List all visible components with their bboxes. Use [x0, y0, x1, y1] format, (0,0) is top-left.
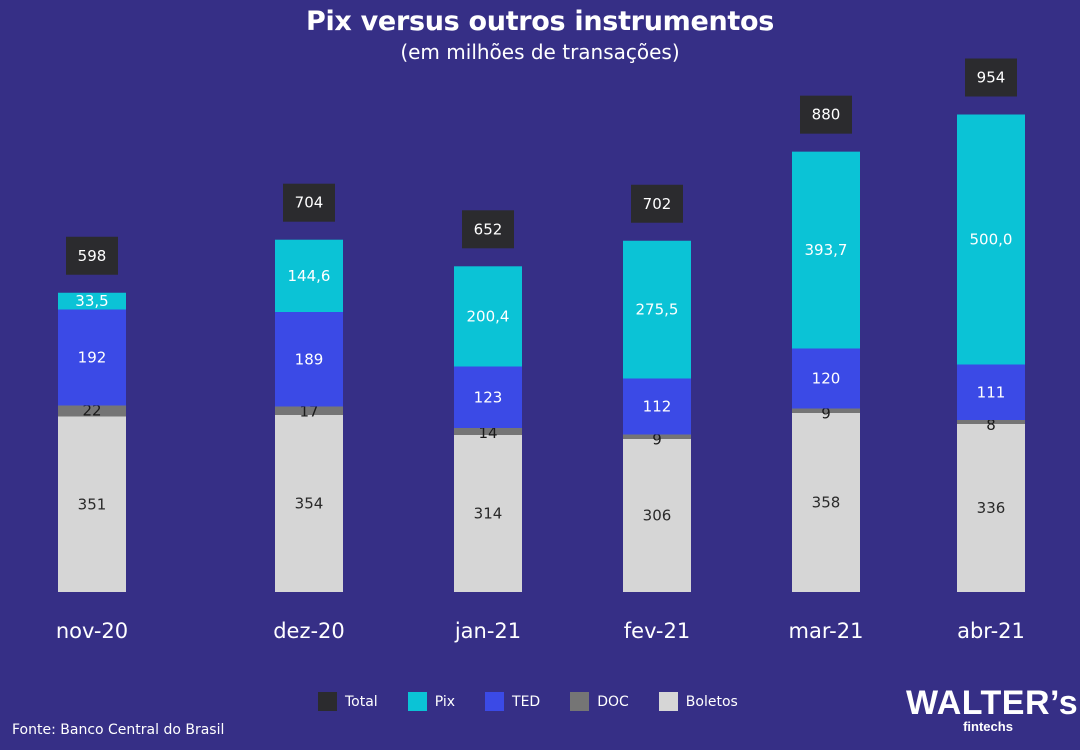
- total-box: [66, 236, 118, 275]
- total-box: [800, 95, 852, 134]
- legend-item-pix: Pix: [407, 692, 456, 711]
- category-label: nov-20: [56, 619, 128, 643]
- logo-wordmark: WALTER’s: [906, 684, 1079, 722]
- data-label-ted: 111: [977, 383, 1006, 401]
- data-label-boletos: 314: [474, 505, 503, 523]
- data-label-boletos: 306: [643, 507, 672, 525]
- data-label-boletos: 351: [78, 495, 107, 513]
- total-box: [965, 58, 1017, 97]
- legend-label-pix: Pix: [434, 693, 456, 710]
- category-label: jan-21: [454, 619, 521, 643]
- bar-segment-pix: [454, 266, 522, 367]
- data-label-boletos: 354: [295, 495, 324, 513]
- bar-segment-doc: [623, 434, 691, 439]
- category-label: mar-21: [789, 619, 864, 643]
- data-label-doc: 9: [821, 405, 831, 423]
- bar-segment-doc: [454, 428, 522, 435]
- legend-swatch-boletos: [658, 692, 678, 711]
- total-box: [631, 184, 683, 223]
- total-label: 702: [643, 195, 672, 213]
- bar-segment-ted: [58, 309, 126, 406]
- legend-item-boletos: Boletos: [658, 692, 738, 711]
- legend-item-ted: TED: [485, 692, 540, 711]
- bar-segment-ted: [957, 364, 1025, 420]
- stacked-bar-chart: 351 22 192 33,5 598 nov-20 354 17 189 144,6 704 dez…: [56, 58, 1025, 643]
- total-label: 704: [295, 194, 324, 212]
- brand-logo: WALTER’s fintechs: [906, 684, 1079, 734]
- data-label-ted: 123: [474, 388, 503, 406]
- bar-segment-ted: [623, 378, 691, 435]
- legend-label-ted: TED: [512, 693, 541, 710]
- legend-label-boletos: Boletos: [685, 693, 738, 710]
- data-label-pix: 144,6: [288, 267, 331, 285]
- bar-segment-boletos: [623, 439, 691, 592]
- data-label-ted: 112: [643, 398, 672, 416]
- bar-segment-doc: [957, 420, 1025, 424]
- data-label-doc: 17: [299, 403, 318, 421]
- source-note: Fonte: Banco Central do Brasil: [12, 722, 225, 738]
- total-box: [462, 210, 514, 249]
- data-label-doc: 22: [82, 402, 101, 420]
- bar-segment-boletos: [275, 415, 343, 592]
- legend-swatch-ted: [485, 692, 505, 711]
- bar-segment-ted: [275, 312, 343, 407]
- bar-segment-pix: [623, 240, 691, 379]
- total-label: 598: [78, 247, 107, 265]
- data-label-doc: 14: [478, 424, 497, 442]
- data-label-boletos: 358: [812, 494, 841, 512]
- data-label-ted: 192: [78, 349, 107, 367]
- bar-segment-pix: [792, 151, 860, 349]
- legend-item-doc: DOC: [570, 692, 629, 711]
- bar-segment-ted: [792, 348, 860, 409]
- data-label-pix: 275,5: [636, 301, 679, 319]
- bar-segment-pix: [58, 292, 126, 310]
- category-label: dez-20: [273, 619, 345, 643]
- legend-item-total: Total: [318, 692, 378, 711]
- bar-segment-boletos: [792, 413, 860, 592]
- chart-subtitle: (em milhões de transações): [400, 40, 680, 64]
- data-label-doc: 9: [652, 431, 662, 449]
- bar-segment-doc: [275, 406, 343, 415]
- data-label-ted: 120: [812, 370, 841, 388]
- data-label-pix: 393,7: [805, 241, 848, 259]
- legend-swatch-pix: [407, 692, 427, 711]
- legend-swatch-total: [318, 692, 337, 711]
- total-label: 880: [812, 106, 841, 124]
- bar-segment-ted: [454, 366, 522, 428]
- category-label: fev-21: [624, 619, 690, 643]
- total-box: [283, 183, 335, 222]
- bar-segment-boletos: [454, 435, 522, 592]
- chart-legend: Total Pix TED DOC Boletos: [318, 692, 738, 711]
- chart-title: Pix versus outros instrumentos: [305, 6, 775, 37]
- bar-segment-boletos: [58, 416, 126, 592]
- total-label: 954: [977, 69, 1006, 87]
- bar-segment-pix: [957, 114, 1025, 365]
- logo-tagline: fintechs: [963, 719, 1013, 734]
- data-label-pix: 500,0: [970, 231, 1013, 249]
- data-label-pix: 200,4: [467, 307, 510, 325]
- legend-swatch-doc: [570, 692, 590, 711]
- legend-label-total: Total: [345, 693, 378, 710]
- bar-segment-doc: [792, 408, 860, 413]
- legend-label-doc: DOC: [597, 693, 629, 710]
- bar-segment-pix: [275, 239, 343, 312]
- bar-segment-doc: [58, 405, 126, 417]
- data-label-doc: 8: [986, 416, 996, 434]
- category-label: abr-21: [957, 619, 1025, 643]
- data-label-pix: 33,5: [75, 292, 108, 310]
- data-label-ted: 189: [295, 350, 324, 368]
- data-label-boletos: 336: [977, 499, 1006, 517]
- total-label: 652: [474, 220, 503, 238]
- bar-segment-boletos: [957, 424, 1025, 592]
